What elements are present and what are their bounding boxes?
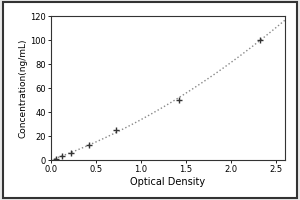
Y-axis label: Concentration(ng/mL): Concentration(ng/mL) xyxy=(19,38,28,138)
X-axis label: Optical Density: Optical Density xyxy=(130,177,206,187)
